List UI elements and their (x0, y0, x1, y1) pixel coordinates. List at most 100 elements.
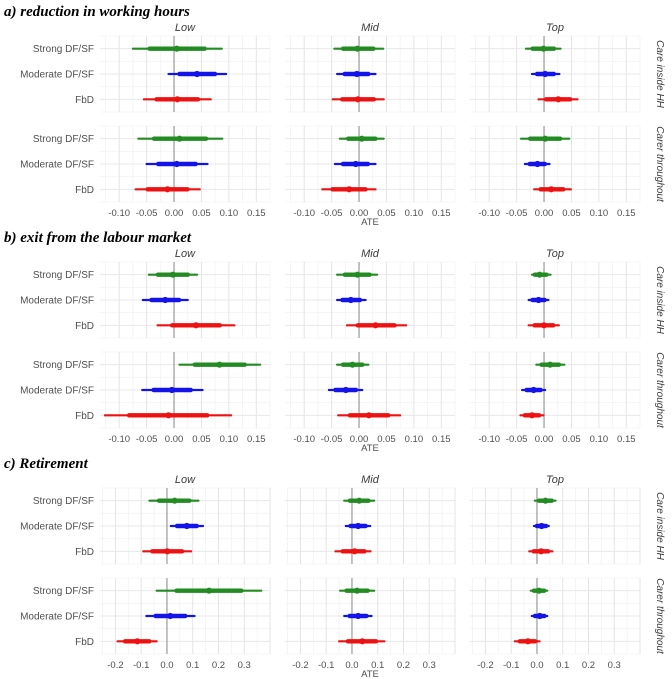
pointrange-fbd (103, 412, 233, 419)
pointrange-strong-df-sf (131, 45, 223, 52)
point-estimate (192, 322, 200, 329)
pointrange-fbd (533, 186, 573, 193)
x-tick-label: 0.15 (617, 208, 636, 219)
point-estimate (216, 361, 223, 368)
x-tick-label: -0.1 (318, 660, 334, 671)
facet-label: Mid (361, 22, 380, 34)
point-estimate (365, 412, 373, 419)
point-estimate (352, 160, 359, 168)
pointrange-strong-df-sf (335, 361, 370, 368)
category-label: FbD (75, 547, 94, 558)
point-estimate (134, 638, 141, 645)
panel-a-chart: Low Mid Top Strong DF/SF Moderate DF/SF FbD Ca… (20, 22, 665, 226)
x-tick-label: 0.00 (535, 208, 554, 219)
pointrange-strong-df-sf (343, 497, 376, 504)
x-tick-label: -0.05 (136, 434, 158, 445)
facet-label: Top (546, 248, 564, 260)
point-estimate (372, 322, 379, 329)
category-label: FbD (75, 637, 94, 648)
x-tick-label: 0.3 (423, 660, 436, 671)
facet-1-1 (285, 577, 456, 655)
pointrange-strong-df-sf (333, 45, 385, 52)
facet-0-1 (285, 261, 456, 339)
pointrange-moderate-df-sf (520, 386, 547, 394)
point-estimate (530, 386, 537, 394)
x-tick-label: 0.05 (377, 208, 396, 219)
point-estimate (167, 612, 174, 620)
point-estimate (169, 271, 177, 278)
panel-c-retirement: c) Retirement Low Mid Top Strong DF/SF Moder… (0, 452, 672, 678)
pointrange-moderate-df-sf (530, 70, 561, 78)
x-tick-label: 0.10 (220, 208, 239, 219)
facet-1-2 (470, 351, 641, 429)
category-label: Moderate DF/SF (20, 296, 94, 307)
point-estimate (537, 548, 545, 555)
facet-0-0 (100, 35, 271, 113)
x-tick-label: 0.00 (350, 434, 369, 445)
point-estimate (524, 638, 532, 645)
pointrange-moderate-df-sf (141, 296, 189, 304)
pointrange-moderate-df-sf (532, 522, 550, 530)
pointrange-fbd (519, 412, 545, 419)
category-label: Strong DF/SF (33, 44, 94, 55)
x-tick-label: -0.1 (503, 660, 519, 671)
pointrange-strong-df-sf (524, 45, 562, 52)
category-label: FbD (75, 321, 94, 332)
facet-1-2 (470, 577, 641, 655)
x-tick-label: -0.10 (108, 208, 130, 219)
panel-a-reduction-in-working-hours: a) reduction in working hours Low Mid Top S… (0, 0, 672, 226)
category-label: FbD (75, 411, 94, 422)
point-estimate (164, 186, 171, 193)
pointrange-fbd (345, 322, 408, 329)
x-axis-title: ATE (361, 217, 379, 226)
x-tick-label: 0.2 (397, 660, 410, 671)
x-tick-label: 0.05 (192, 208, 211, 219)
pointrange-fbd (337, 638, 386, 645)
pointrange-strong-df-sf (519, 135, 571, 142)
facet-label: Top (546, 22, 564, 34)
facet-0-1 (285, 487, 456, 565)
point-estimate (342, 386, 349, 394)
pointrange-moderate-df-sf (335, 70, 377, 78)
point-estimate (183, 522, 190, 530)
facet-1-0 (100, 577, 271, 655)
pointrange-fbd (321, 186, 377, 193)
x-tick-label: 0.10 (220, 434, 239, 445)
facet-0-0 (100, 261, 271, 339)
x-tick-label: 0.3 (608, 660, 621, 671)
x-tick-label: 0.1 (186, 660, 199, 671)
point-estimate (542, 70, 549, 78)
point-estimate (347, 296, 354, 304)
point-estimate (351, 548, 358, 555)
x-tick-label: -0.10 (293, 434, 315, 445)
x-tick-label: 0.00 (165, 208, 184, 219)
point-estimate (358, 135, 365, 142)
pointrange-strong-df-sf (533, 497, 557, 504)
pointrange-moderate-df-sf (344, 522, 372, 530)
x-tick-label: 0.15 (247, 434, 266, 445)
pointrange-fbd (337, 412, 402, 419)
x-tick-label: -0.05 (321, 434, 343, 445)
pointrange-moderate-df-sf (141, 386, 204, 394)
facet-1-1 (285, 351, 456, 429)
panel-c-chart: Low Mid Top Strong DF/SF Moderate DF/SF FbD Ca… (20, 474, 665, 678)
category-label: FbD (75, 95, 94, 106)
pointrange-moderate-df-sf (527, 296, 550, 304)
point-estimate (173, 45, 180, 52)
pointrange-fbd (142, 96, 212, 103)
point-estimate (540, 45, 547, 52)
x-tick-label: -0.2 (292, 660, 308, 671)
pointrange-moderate-df-sf (145, 612, 196, 620)
point-estimate (555, 96, 562, 103)
pointrange-moderate-df-sf (523, 160, 551, 168)
point-estimate (540, 322, 548, 329)
strip-label: Care inside HH (654, 40, 665, 109)
x-tick-label: -0.05 (136, 208, 158, 219)
point-estimate (542, 135, 549, 142)
x-tick-label: 0.1 (371, 660, 384, 671)
x-tick-label: 0.05 (192, 434, 211, 445)
strip-label: Care inside HH (654, 492, 665, 561)
pointrange-fbd (156, 322, 236, 329)
pointrange-strong-df-sf (155, 587, 263, 594)
x-tick-label: 0.05 (562, 208, 581, 219)
